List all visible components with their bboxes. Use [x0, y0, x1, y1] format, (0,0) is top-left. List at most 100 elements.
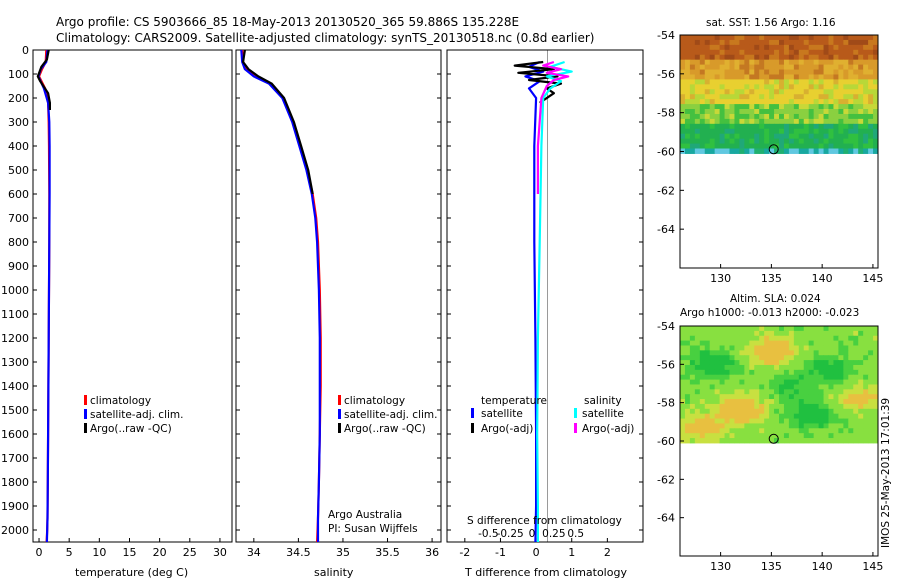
heatmap-cell [704, 355, 711, 361]
heatmap-cell [724, 89, 730, 95]
heatmap-cell [823, 99, 829, 105]
heatmap-cell [764, 133, 770, 140]
legend-header-salinity: salinity [584, 395, 622, 407]
heatmap-cell [858, 59, 864, 66]
heatmap-cell [764, 138, 770, 145]
heatmap-cell [828, 364, 834, 371]
heatmap-cell [808, 374, 815, 381]
heatmap-cell [798, 143, 805, 150]
heatmap-cell [823, 413, 829, 420]
heatmap-cell [694, 350, 701, 356]
heatmap-cell [858, 113, 864, 120]
heatmap-cell [813, 89, 820, 95]
heatmap-cell [680, 54, 686, 61]
heatmap-cell [734, 79, 740, 85]
heatmap-cell [769, 428, 775, 434]
heatmap-cell [788, 49, 795, 56]
heatmap-cell [744, 423, 750, 429]
heatmap-cell [788, 374, 795, 381]
heatmap-cell [843, 118, 849, 125]
heatmap-cell [719, 64, 726, 71]
heatmap-cell [818, 138, 825, 145]
heatmap-cell [843, 79, 849, 85]
heatmap-cell [853, 69, 859, 75]
heatmap-cell [754, 74, 760, 80]
heatmap-cell [724, 350, 730, 356]
heatmap-cell [863, 326, 869, 332]
heatmap-cell [828, 123, 834, 130]
heatmap-cell [833, 399, 839, 405]
heatmap-cell [719, 89, 726, 95]
heatmap-cell [868, 360, 874, 366]
heatmap-cell [779, 330, 785, 337]
heatmap-cell [788, 399, 795, 405]
heatmap-cell [699, 340, 706, 346]
heatmap-cell [813, 423, 820, 429]
heatmap-cell [828, 379, 834, 385]
heatmap-cell [793, 69, 800, 75]
heatmap-cell [734, 64, 740, 71]
heatmap-cell [793, 74, 800, 80]
heatmap-cell [853, 148, 859, 154]
heatmap-cell [684, 118, 691, 125]
heatmap-cell [808, 345, 815, 351]
sla-latitude-ticks: -54-56-58-60-62-64 [657, 320, 684, 525]
heatmap-cell [689, 379, 696, 385]
heatmap-cell [694, 394, 701, 400]
heatmap-cell [734, 423, 740, 429]
heatmap-cell [764, 384, 770, 390]
heatmap-cell [873, 355, 879, 361]
heatmap-cell [749, 44, 755, 51]
heatmap-cell [709, 64, 716, 71]
heatmap-cell [793, 123, 800, 130]
heatmap-cell [729, 399, 735, 405]
legend-sal-argo-swatch [574, 423, 577, 433]
heatmap-cell [744, 133, 750, 140]
heatmap-cell [838, 399, 844, 405]
heatmap-cell [798, 345, 805, 351]
heatmap-cell [689, 94, 696, 100]
heatmap-cell [853, 369, 859, 376]
heatmap-cell [744, 364, 750, 371]
heatmap-cell [754, 389, 760, 395]
heatmap-cell [754, 360, 760, 366]
heatmap-cell [774, 109, 780, 115]
heatmap-cell [680, 408, 686, 415]
heatmap-cell [714, 64, 721, 71]
heatmap-cell [833, 345, 839, 351]
heatmap-cell [863, 394, 869, 400]
heatmap-cell [749, 369, 755, 376]
heatmap-cell [788, 413, 795, 420]
heatmap-cell [749, 345, 755, 351]
heatmap-cell [714, 408, 721, 415]
heatmap-cell [838, 379, 844, 385]
heatmap-cell [838, 374, 844, 381]
heatmap-cell [739, 109, 745, 115]
salinity-annotation-pi: PI: Susan Wijffels [328, 523, 418, 535]
heatmap-cell [873, 113, 879, 120]
legend-temp-argo-label: Argo(-adj) [481, 423, 533, 435]
heatmap-cell [709, 94, 716, 100]
heatmap-cell [803, 69, 810, 75]
heatmap-cell [833, 340, 839, 346]
heatmap-cell [813, 148, 820, 154]
heatmap-cell [788, 123, 795, 130]
heatmap-cell [704, 138, 711, 145]
heatmap-cell [858, 389, 864, 395]
legend-sal-satellite-label: satellite [582, 408, 624, 420]
heatmap-cell [759, 418, 765, 424]
heatmap-cell [764, 94, 770, 100]
heatmap-cell [769, 413, 775, 420]
heatmap-cell [813, 418, 820, 424]
heatmap-cell [803, 418, 810, 424]
heatmap-cell [848, 104, 854, 110]
heatmap-cell [843, 335, 849, 342]
heatmap-cell [873, 335, 879, 342]
heatmap-cell [813, 438, 820, 444]
heatmap-cell [694, 118, 701, 125]
heatmap-cell [783, 113, 790, 120]
heatmap-cell [833, 364, 839, 371]
heatmap-cell [729, 355, 735, 361]
heatmap-cell [694, 94, 701, 100]
heatmap-cell [868, 369, 874, 376]
